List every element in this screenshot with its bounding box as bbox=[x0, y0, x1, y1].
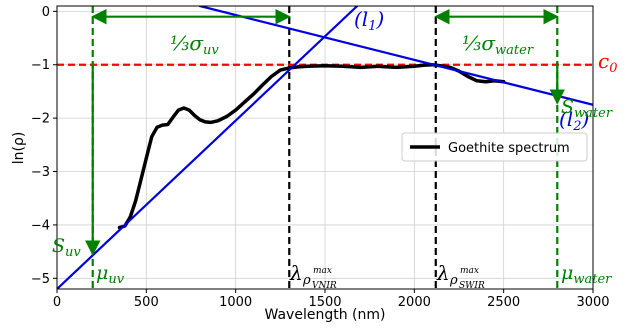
x-tick-label-6: 3000 bbox=[576, 295, 609, 310]
x-axis-label: Wavelength (nm) bbox=[265, 307, 386, 323]
lambda-swir-rho: ρ bbox=[449, 273, 458, 288]
x-tick-label-1: 500 bbox=[134, 295, 159, 310]
annotation-l1: (l1) bbox=[354, 7, 384, 34]
y-tick-label-1: −1 bbox=[31, 58, 50, 73]
y-ticks: 0 −1 −2 −3 −4 −5 bbox=[31, 5, 57, 287]
annotations: ⅓σuv ⅓σwater c0 (l1) (l2) Swater Suv μuv… bbox=[52, 7, 617, 291]
annotation-c0: c0 bbox=[598, 49, 617, 76]
y-tick-label-4: −4 bbox=[31, 218, 50, 233]
legend: Goethite spectrum bbox=[401, 132, 588, 162]
annotation-s-uv: Suv bbox=[52, 235, 81, 260]
series-line-1 bbox=[57, 6, 359, 289]
lambda-vnir-symbol: λ bbox=[289, 261, 303, 285]
annotation-sigma-water: ⅓σwater bbox=[462, 31, 534, 58]
x-ticks: 0 500 1000 1500 2000 2500 3000 bbox=[53, 289, 610, 310]
legend-entry-goethite: Goethite spectrum bbox=[448, 141, 570, 156]
annotation-l2: (l2) bbox=[559, 107, 589, 134]
x-tick-label-3: 1500 bbox=[308, 295, 341, 310]
y-tick-label-5: −5 bbox=[31, 272, 50, 287]
y-tick-label-0: 0 bbox=[42, 5, 50, 20]
lambda-vnir-rho: ρ bbox=[302, 273, 311, 288]
annotation-sigma-uv: ⅓σuv bbox=[170, 31, 219, 58]
x-tick-label-2: 1000 bbox=[219, 295, 252, 310]
x-tick-label-0: 0 bbox=[53, 295, 61, 310]
lambda-vnir-max: max bbox=[313, 266, 332, 276]
annotation-lambda-swir: λ ρ max SWIR bbox=[436, 261, 485, 291]
annotation-s-water: Swater bbox=[561, 96, 613, 121]
lambda-swir-symbol: λ bbox=[436, 261, 450, 285]
lambda-vnir-sub: VNIR bbox=[312, 281, 337, 291]
x-tick-label-4: 2000 bbox=[398, 295, 431, 310]
legend-box bbox=[401, 132, 588, 162]
y-tick-label-2: −2 bbox=[31, 112, 50, 127]
y-axis-label: ln(ρ) bbox=[11, 132, 27, 165]
annotation-mu-water: μwater bbox=[561, 262, 612, 287]
y-tick-label-3: −3 bbox=[31, 165, 50, 180]
lambda-swir-max: max bbox=[460, 266, 479, 276]
annotation-lambda-vnir: λ ρ max VNIR bbox=[289, 261, 337, 291]
plot-area bbox=[57, 6, 593, 289]
lambda-swir-sub: SWIR bbox=[459, 281, 485, 291]
annotation-mu-uv: μuv bbox=[96, 262, 125, 287]
x-tick-label-5: 2500 bbox=[487, 295, 520, 310]
